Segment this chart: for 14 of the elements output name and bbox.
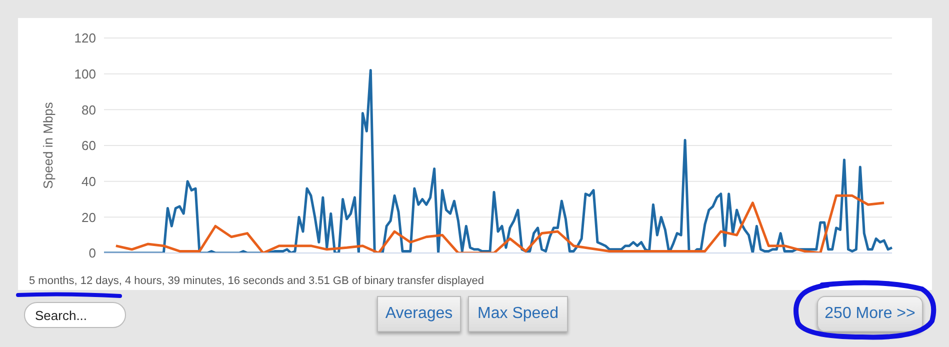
search-field: Search... [24,302,126,328]
y-tick-label: 40 [82,174,96,189]
y-tick-label: 100 [74,66,96,82]
y-tick-label: 20 [82,210,96,225]
y-tick-label: 80 [82,102,96,118]
line-series [102,69,894,253]
y-axis-title: Speed in Mbps [40,102,56,189]
y-tick-label: 120 [74,30,96,46]
y-tick-label: 60 [82,138,96,154]
text: Averages [377,296,461,332]
y-tick-label: 0 [88,246,96,261]
text: Max Speed [468,296,568,332]
text: 5 months, 12 days, 4 hours, 39 minutes, 16 seconds and 3.51 GB of binary transfer displayed [29,275,484,287]
line-series [114,194,886,253]
